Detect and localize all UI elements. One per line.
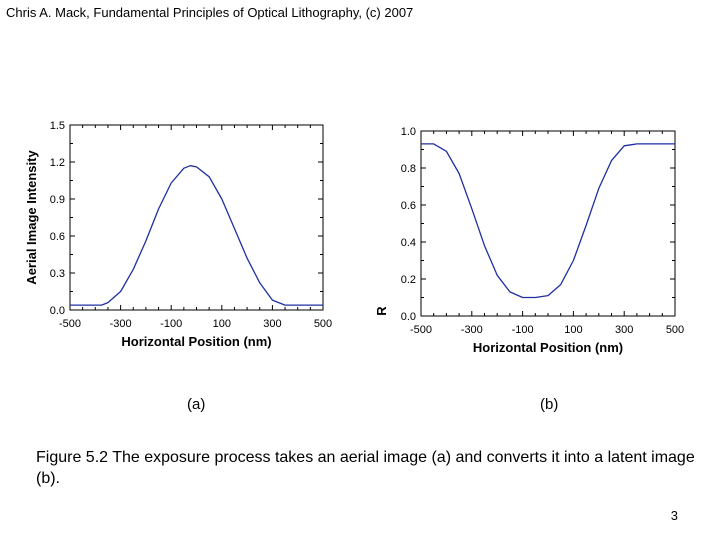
y-tick-label-0: 0.0 — [50, 305, 65, 317]
series-line-0-0 — [70, 165, 323, 306]
x-axis-title-0: Horizontal Position (nm) — [121, 334, 271, 349]
y-axis-title-0: Aerial Image Intensity — [24, 150, 39, 285]
y-tick-label-0: 1.2 — [50, 157, 65, 169]
y-tick-label-1: 0.2 — [401, 274, 416, 286]
plot-frame-0 — [69, 124, 324, 311]
y-tick-label-1: 0.6 — [401, 200, 416, 212]
figure-caption: Figure 5.2 The exposure process takes an… — [36, 449, 695, 487]
y-tick-label-0: 0.3 — [50, 268, 65, 280]
slide-header: Chris A. Mack, Fundamental Principles of… — [6, 5, 414, 20]
y-tick-label-0: 0.6 — [50, 231, 65, 243]
x-tick-label-0: 300 — [263, 318, 281, 330]
x-tick-label-0: -100 — [160, 318, 182, 330]
y-axis-title-1: R — [374, 306, 389, 316]
x-tick-label-0: 100 — [213, 318, 231, 330]
panel-label-b: (b) — [540, 396, 559, 413]
page-number: 3 — [670, 508, 678, 523]
x-tick-label-1: -500 — [410, 324, 432, 336]
y-tick-label-0: 1.5 — [50, 120, 65, 132]
x-tick-label-1: 500 — [666, 324, 684, 336]
plot-frame-1 — [420, 130, 676, 317]
panel-label-a: (a) — [187, 396, 206, 413]
x-tick-label-0: 500 — [314, 318, 332, 330]
y-tick-label-0: 0.9 — [50, 194, 65, 206]
x-tick-label-0: -500 — [59, 318, 81, 330]
y-tick-label-1: 0.4 — [401, 237, 416, 249]
x-tick-label-1: 300 — [615, 324, 633, 336]
y-tick-label-1: 1.0 — [401, 126, 416, 138]
x-tick-label-0: -300 — [110, 318, 132, 330]
x-tick-label-1: 100 — [564, 324, 582, 336]
x-tick-label-1: -100 — [512, 324, 534, 336]
y-tick-label-1: 0.8 — [401, 163, 416, 175]
y-tick-label-1: 0.0 — [401, 311, 416, 323]
series-line-1-0 — [421, 143, 675, 299]
x-tick-label-1: -300 — [461, 324, 483, 336]
x-axis-title-1: Horizontal Position (nm) — [473, 340, 623, 355]
